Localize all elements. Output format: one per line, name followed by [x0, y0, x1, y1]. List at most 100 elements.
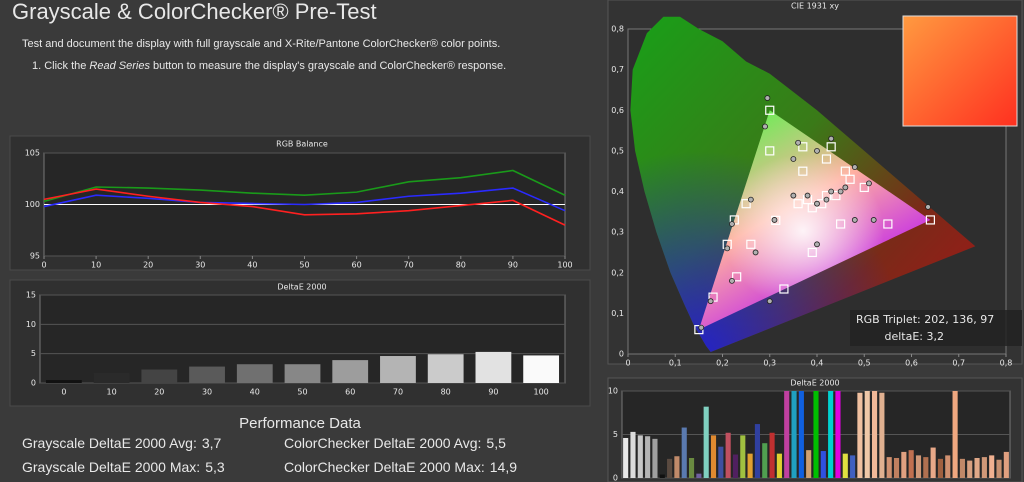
measured-point [851, 217, 858, 223]
measured-point [771, 217, 778, 223]
description: Test and document the display with full … [22, 38, 500, 50]
measured-point [804, 192, 811, 199]
bar [842, 453, 848, 478]
y-tick-label: 105 [25, 149, 40, 158]
performance-item: Grayscale DeltaE 2000 Avg: 3,7 [22, 435, 222, 451]
target-point [831, 190, 841, 201]
x-tick-label: 50 [297, 388, 307, 397]
bar [141, 369, 178, 383]
bar [674, 456, 680, 478]
measured-point [823, 196, 830, 203]
target-point [836, 219, 846, 229]
bar [652, 438, 658, 478]
bar [710, 435, 717, 478]
x-tick-label: 60 [352, 261, 362, 270]
bar [791, 391, 797, 478]
target-point [826, 142, 836, 152]
x-tick-label: 0,5 [858, 359, 871, 368]
measured-point [925, 204, 931, 210]
performance-value: 5,5 [486, 435, 506, 451]
bar [850, 455, 856, 478]
measured-point [747, 196, 754, 203]
measured-point [828, 135, 835, 142]
performance-item: Grayscale DeltaE 2000 Max: 5,3 [22, 459, 225, 475]
bar [703, 406, 709, 478]
bar [236, 364, 273, 383]
performance-label: ColorChecker DeltaE 2000 Avg: [284, 435, 481, 451]
performance-value: 5,3 [205, 459, 225, 475]
y-tick-label: 95 [30, 252, 40, 261]
bar [930, 447, 936, 478]
measured-point [842, 184, 849, 191]
chart-title: RGB Balance [276, 140, 328, 149]
bar [688, 457, 695, 478]
measured-point [828, 188, 835, 195]
bar [1003, 451, 1009, 478]
bar [523, 355, 560, 383]
target-point [765, 146, 775, 156]
bar [667, 458, 673, 478]
y-tick-label: 0,4 [611, 187, 624, 196]
bar [380, 356, 416, 383]
measured-point [790, 156, 797, 162]
line-series [43, 187, 566, 212]
y-tick-label: 0,6 [611, 106, 624, 115]
target-point [793, 199, 803, 209]
x-tick-label: 20 [143, 261, 153, 270]
y-tick-label: 10 [26, 320, 36, 329]
bar [754, 424, 760, 478]
x-tick-label: 0,4 [811, 359, 824, 368]
x-tick-label: 0,2 [716, 359, 729, 368]
y-tick-label: 5 [613, 430, 618, 439]
step: 1. Click the Read Series button to measure… [32, 60, 506, 72]
bar [718, 446, 724, 478]
target-point [883, 219, 893, 229]
bar [659, 474, 665, 478]
step-prefix: 1. Click the [32, 60, 86, 72]
measured-point [866, 180, 872, 187]
bar [427, 354, 464, 383]
step-suffix: button to measure the display's grayscal… [153, 60, 506, 72]
target-point [798, 142, 808, 152]
x-tick-label: 40 [250, 388, 260, 397]
measured-point [870, 217, 877, 223]
line-series [43, 169, 566, 203]
bar [981, 457, 987, 478]
bar [93, 373, 130, 383]
performance-label: Grayscale DeltaE 2000 Max: [22, 459, 200, 475]
performance-item: ColorChecker DeltaE 2000 Max: 14,9 [284, 459, 517, 475]
x-tick-label: 80 [456, 261, 466, 270]
bar [45, 380, 82, 383]
target-point [807, 203, 817, 213]
measured-point [752, 249, 759, 256]
bar [762, 443, 768, 478]
y-tick-label: 5 [31, 349, 36, 358]
measured-point [790, 192, 797, 199]
target-point [925, 215, 936, 225]
measured-point [729, 277, 735, 284]
bar [776, 453, 782, 478]
x-tick-label: 30 [195, 261, 205, 270]
bar [923, 457, 929, 478]
y-tick-label: 0,2 [611, 268, 624, 277]
x-tick-label: 70 [393, 388, 403, 397]
bar [332, 360, 369, 383]
annotation: deltaE: 3,2 [884, 330, 944, 343]
x-tick-label: 90 [508, 261, 518, 270]
y-tick-label: 10 [608, 387, 618, 396]
x-tick-label: 30 [202, 388, 212, 397]
measured-point [698, 324, 705, 331]
y-tick-label: 0 [619, 350, 624, 359]
target-point [845, 174, 855, 184]
bar [747, 453, 753, 478]
y-tick-label: 0,8 [611, 25, 624, 34]
step-emphasis: Read Series [89, 60, 150, 72]
bar [974, 457, 980, 478]
zoom-inset [902, 15, 1018, 127]
bar [696, 473, 702, 478]
x-tick-label: 100 [557, 261, 572, 270]
gamut-white [698, 110, 931, 330]
x-tick-label: 90 [488, 388, 498, 397]
bar [886, 457, 892, 478]
